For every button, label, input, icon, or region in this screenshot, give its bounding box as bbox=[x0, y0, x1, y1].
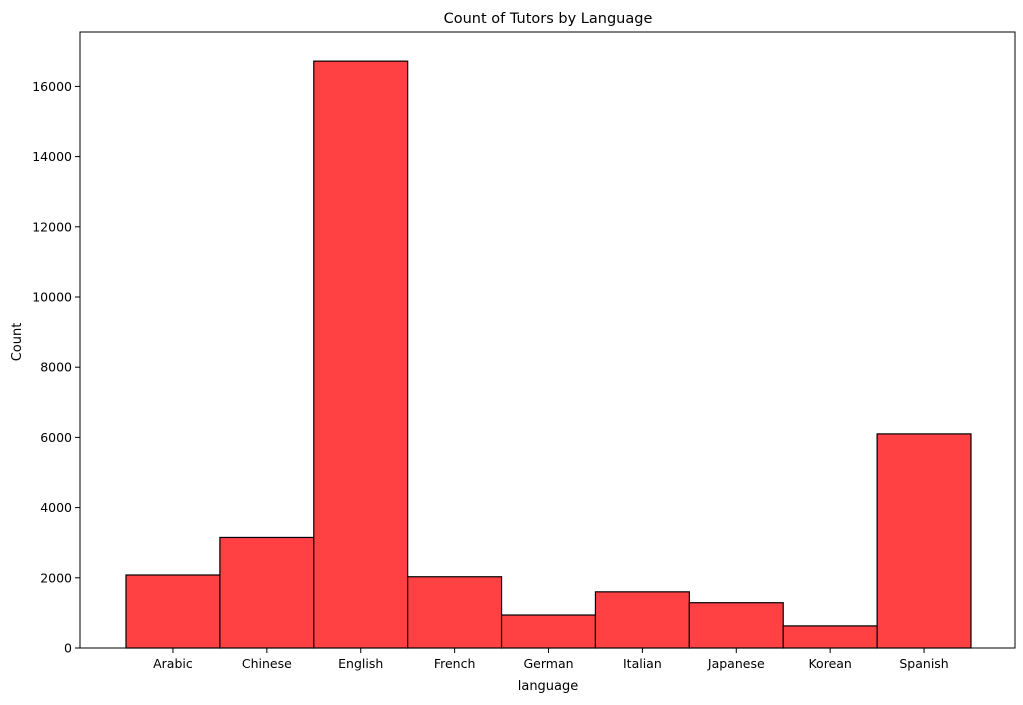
x-axis-label: language bbox=[518, 679, 579, 694]
x-tick-label: Arabic bbox=[153, 656, 193, 671]
bar-japanese bbox=[688, 602, 784, 649]
x-tick-label: German bbox=[523, 656, 573, 671]
y-tick-label: 4000 bbox=[40, 500, 72, 515]
x-tick-label: French bbox=[434, 656, 476, 671]
bar-italian bbox=[594, 591, 690, 649]
chart-title: Count of Tutors by Language bbox=[444, 11, 653, 27]
y-tick-label: 12000 bbox=[32, 219, 72, 234]
y-tick-label: 8000 bbox=[40, 360, 72, 375]
bar-chinese bbox=[219, 536, 315, 649]
x-tick-label: Chinese bbox=[242, 656, 292, 671]
y-tick-label: 10000 bbox=[32, 290, 72, 305]
x-tick-label: Italian bbox=[623, 656, 662, 671]
y-tick-label: 2000 bbox=[40, 570, 72, 585]
bar-english bbox=[313, 60, 409, 649]
x-tick-label: English bbox=[338, 656, 383, 671]
x-tick-label: Spanish bbox=[899, 656, 948, 671]
bar-spanish bbox=[876, 433, 972, 649]
y-axis-label: Count bbox=[10, 323, 25, 362]
y-tick-label: 0 bbox=[64, 641, 72, 656]
y-tick-label: 6000 bbox=[40, 430, 72, 445]
bar-french bbox=[407, 576, 503, 649]
plot-area-frame bbox=[79, 31, 1016, 649]
x-tick-label: Japanese bbox=[707, 656, 765, 671]
y-tick-label: 16000 bbox=[32, 79, 72, 94]
bar-arabic bbox=[125, 574, 221, 649]
bar-korean bbox=[782, 625, 878, 649]
bar-german bbox=[500, 614, 597, 649]
x-tick-label: Korean bbox=[808, 656, 851, 671]
y-tick-label: 14000 bbox=[32, 149, 72, 164]
